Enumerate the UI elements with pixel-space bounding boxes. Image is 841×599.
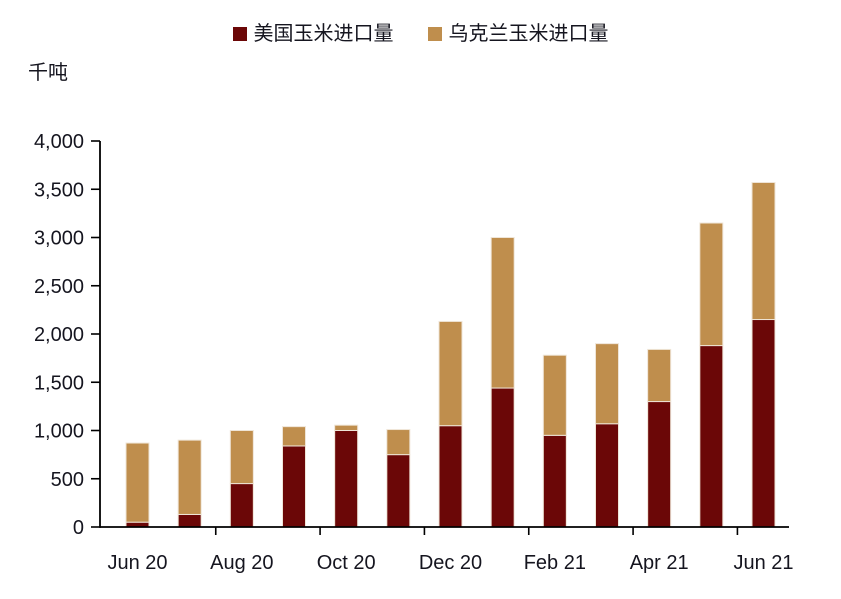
bar-segment-us-aug-20 bbox=[229, 483, 254, 528]
y-axis-tick-label: 2,000 bbox=[34, 324, 84, 346]
bar-segment-us-apr-21 bbox=[647, 401, 672, 528]
legend-label-us: 美国玉米进口量 bbox=[253, 23, 394, 45]
bar-segment-ua-jan-21 bbox=[490, 237, 515, 389]
bar-segment-ua-jun-21 bbox=[751, 181, 776, 321]
bar-segment-ua-sep-20 bbox=[282, 426, 306, 447]
bar-segment-ua-mar-21 bbox=[595, 343, 619, 425]
chart-legend: 美国玉米进口量 乌克兰玉米进口量 bbox=[0, 24, 841, 44]
x-axis-tick-label: Jun 20 bbox=[107, 552, 167, 574]
y-axis-tick-label: 0 bbox=[73, 517, 84, 539]
x-axis-tick-label: Aug 20 bbox=[210, 552, 273, 574]
x-axis-tick-label: Feb 21 bbox=[524, 552, 586, 574]
legend-label-ukraine: 乌克兰玉米进口量 bbox=[448, 23, 609, 45]
y-axis-tick-label: 3,000 bbox=[34, 228, 84, 250]
legend-swatch-us-icon bbox=[232, 27, 247, 41]
bar-segment-us-jan-21 bbox=[490, 387, 515, 528]
bar-segment-ua-nov-20 bbox=[386, 429, 411, 456]
x-axis-tick-label: Jun 21 bbox=[733, 552, 793, 574]
bar-segment-us-oct-20 bbox=[334, 430, 359, 528]
bar-segment-ua-oct-20 bbox=[334, 424, 359, 432]
bar-segment-us-sep-20 bbox=[282, 445, 306, 528]
bar-segment-ua-may-21 bbox=[699, 222, 724, 347]
y-axis-tick-label: 2,500 bbox=[34, 276, 84, 298]
legend-swatch-ukraine-icon bbox=[427, 27, 442, 41]
y-axis-tick-label: 3,500 bbox=[34, 179, 84, 201]
bar-segment-ua-aug-20 bbox=[229, 430, 254, 485]
y-axis-tick-label: 1,000 bbox=[34, 421, 84, 443]
bar-segment-ua-jun-20 bbox=[125, 442, 150, 523]
bar-segment-us-dec-20 bbox=[438, 425, 463, 528]
bar-segment-us-feb-21 bbox=[542, 434, 567, 528]
y-axis-tick-label: 1,500 bbox=[34, 372, 84, 394]
bar-segment-ua-feb-21 bbox=[542, 354, 567, 436]
bar-segment-us-may-21 bbox=[699, 345, 724, 528]
x-axis-tick-label: Oct 20 bbox=[317, 552, 376, 574]
bar-segment-us-nov-20 bbox=[386, 454, 411, 528]
bar-segment-us-mar-21 bbox=[595, 423, 619, 528]
bar-segment-ua-jul-20 bbox=[177, 439, 202, 515]
bar-segment-ua-apr-21 bbox=[647, 348, 672, 403]
bar-segment-us-jun-21 bbox=[751, 319, 776, 528]
bar-segment-us-jul-20 bbox=[177, 513, 202, 528]
bar-segment-ua-dec-20 bbox=[438, 320, 463, 427]
y-axis-tick-label: 4,000 bbox=[34, 131, 84, 153]
y-axis-unit-label: 千吨 bbox=[28, 62, 68, 84]
legend-item-ukraine: 乌克兰玉米进口量 bbox=[427, 23, 609, 45]
y-axis-tick-label: 500 bbox=[51, 469, 84, 491]
x-axis-tick-label: Apr 21 bbox=[630, 552, 689, 574]
legend-item-us: 美国玉米进口量 bbox=[232, 23, 394, 45]
x-axis-tick-label: Dec 20 bbox=[419, 552, 482, 574]
